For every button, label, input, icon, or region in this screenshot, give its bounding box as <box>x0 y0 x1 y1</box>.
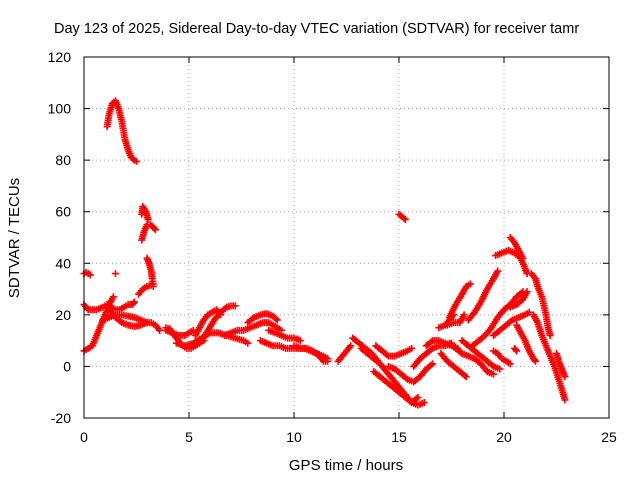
data-point <box>129 299 137 307</box>
data-series-arc-18 <box>244 310 281 327</box>
data-series-arc-16 <box>198 302 239 345</box>
data-series-arc-47 <box>529 311 569 404</box>
data-point <box>420 399 428 407</box>
data-point <box>273 316 281 324</box>
data-series-arc-41 <box>506 234 527 262</box>
data-series-arc-28 <box>395 210 409 223</box>
plot-frame <box>83 56 610 419</box>
data-point <box>112 270 119 278</box>
data-point <box>506 360 514 368</box>
y-tick-label: 80 <box>55 152 71 168</box>
data-point <box>525 308 533 316</box>
x-tick-label: 5 <box>185 429 193 445</box>
data-series-arc-39 <box>490 347 514 368</box>
data-point <box>496 365 504 373</box>
data-point <box>324 357 332 365</box>
data-series-arc-36 <box>464 267 502 324</box>
y-tick-label: 100 <box>48 101 72 117</box>
data-series-arc-45 <box>513 321 539 365</box>
data-point <box>561 396 569 404</box>
y-tick-label: 60 <box>55 204 71 220</box>
data-series-arc-35 <box>445 339 497 378</box>
data-series-arc-34 <box>437 350 470 381</box>
data-series-arc-5 <box>135 281 157 298</box>
data-point <box>466 280 474 288</box>
data-series-arc-13 <box>162 326 197 339</box>
data-series-arc-38 <box>458 337 504 373</box>
x-tick-label: 20 <box>496 429 512 445</box>
y-tick-label: 0 <box>63 358 71 374</box>
y-tick-label: 20 <box>55 307 71 323</box>
data-series-arc-17 <box>221 319 285 339</box>
y-tick-label: 40 <box>55 255 71 271</box>
data-series-arc-46 <box>527 270 554 339</box>
chart-title: Day 123 of 2025, Sidereal Day-to-day VTE… <box>54 21 579 37</box>
data-series-arc-37 <box>469 288 527 350</box>
data-series-arc-48 <box>553 350 569 381</box>
data-series-arc-7 <box>80 298 138 314</box>
x-axis-title: GPS time / hours <box>289 457 403 474</box>
axis-ticks: 0 5 10 15 20 25 -20 0 20 40 60 80 100 120 <box>48 49 617 445</box>
x-tick-label: 10 <box>286 429 302 445</box>
data-point <box>109 293 117 301</box>
data-point <box>561 373 569 381</box>
y-tick-label: -20 <box>51 410 71 426</box>
x-tick-label: 0 <box>80 429 88 445</box>
data-point <box>272 315 280 323</box>
data-series-arc-11 <box>105 306 164 334</box>
data-point <box>460 311 468 319</box>
data-point <box>530 356 538 364</box>
data-point <box>523 288 531 296</box>
data-series-arc-9 <box>112 270 119 278</box>
data-point <box>150 224 158 232</box>
data-series-arc-20 <box>265 326 304 345</box>
data-point <box>532 357 539 365</box>
data-point <box>130 298 138 306</box>
data-series-arc-24 <box>357 344 428 409</box>
data-point <box>151 226 159 234</box>
data-point <box>490 370 497 378</box>
data-point <box>149 282 157 290</box>
data-point <box>429 360 437 368</box>
data-series-arc-2 <box>138 203 152 223</box>
data-point <box>133 157 140 165</box>
data-point <box>512 346 520 354</box>
data-point <box>144 215 152 223</box>
data-point <box>414 393 422 401</box>
data-series-arc-43 <box>506 288 531 311</box>
data-series-arc-26 <box>372 342 416 360</box>
data-series-arc-42 <box>490 308 533 339</box>
data-point <box>462 373 470 381</box>
data-point <box>546 331 554 339</box>
data-series-arc-44 <box>511 344 521 355</box>
data-series-arc-32 <box>445 280 474 321</box>
data-series-arc-1 <box>103 97 140 165</box>
data-point <box>401 215 409 223</box>
y-axis-title: SDTVAR / TECUs <box>6 178 23 298</box>
data-series-arc-3 <box>138 221 159 244</box>
y-tick-label: 120 <box>48 49 72 65</box>
data-series-arc-25 <box>370 368 422 407</box>
data-point <box>513 347 521 355</box>
data-point <box>156 326 164 334</box>
data-point <box>408 344 416 352</box>
data-series-arc-22 <box>334 342 355 365</box>
data-points <box>80 97 569 409</box>
x-tick-label: 15 <box>391 429 407 445</box>
data-point <box>296 337 304 345</box>
data-series-arc-4 <box>143 254 157 288</box>
data-series-arc-33 <box>443 311 468 329</box>
data-series-arc-21 <box>290 342 332 365</box>
x-tick-label: 25 <box>601 429 617 445</box>
data-point <box>494 267 502 275</box>
data-series-arc-27 <box>385 360 437 386</box>
data-point <box>519 254 527 262</box>
data-point <box>347 342 355 350</box>
data-point <box>231 302 239 310</box>
data-point <box>86 271 94 279</box>
data-point <box>244 339 252 347</box>
